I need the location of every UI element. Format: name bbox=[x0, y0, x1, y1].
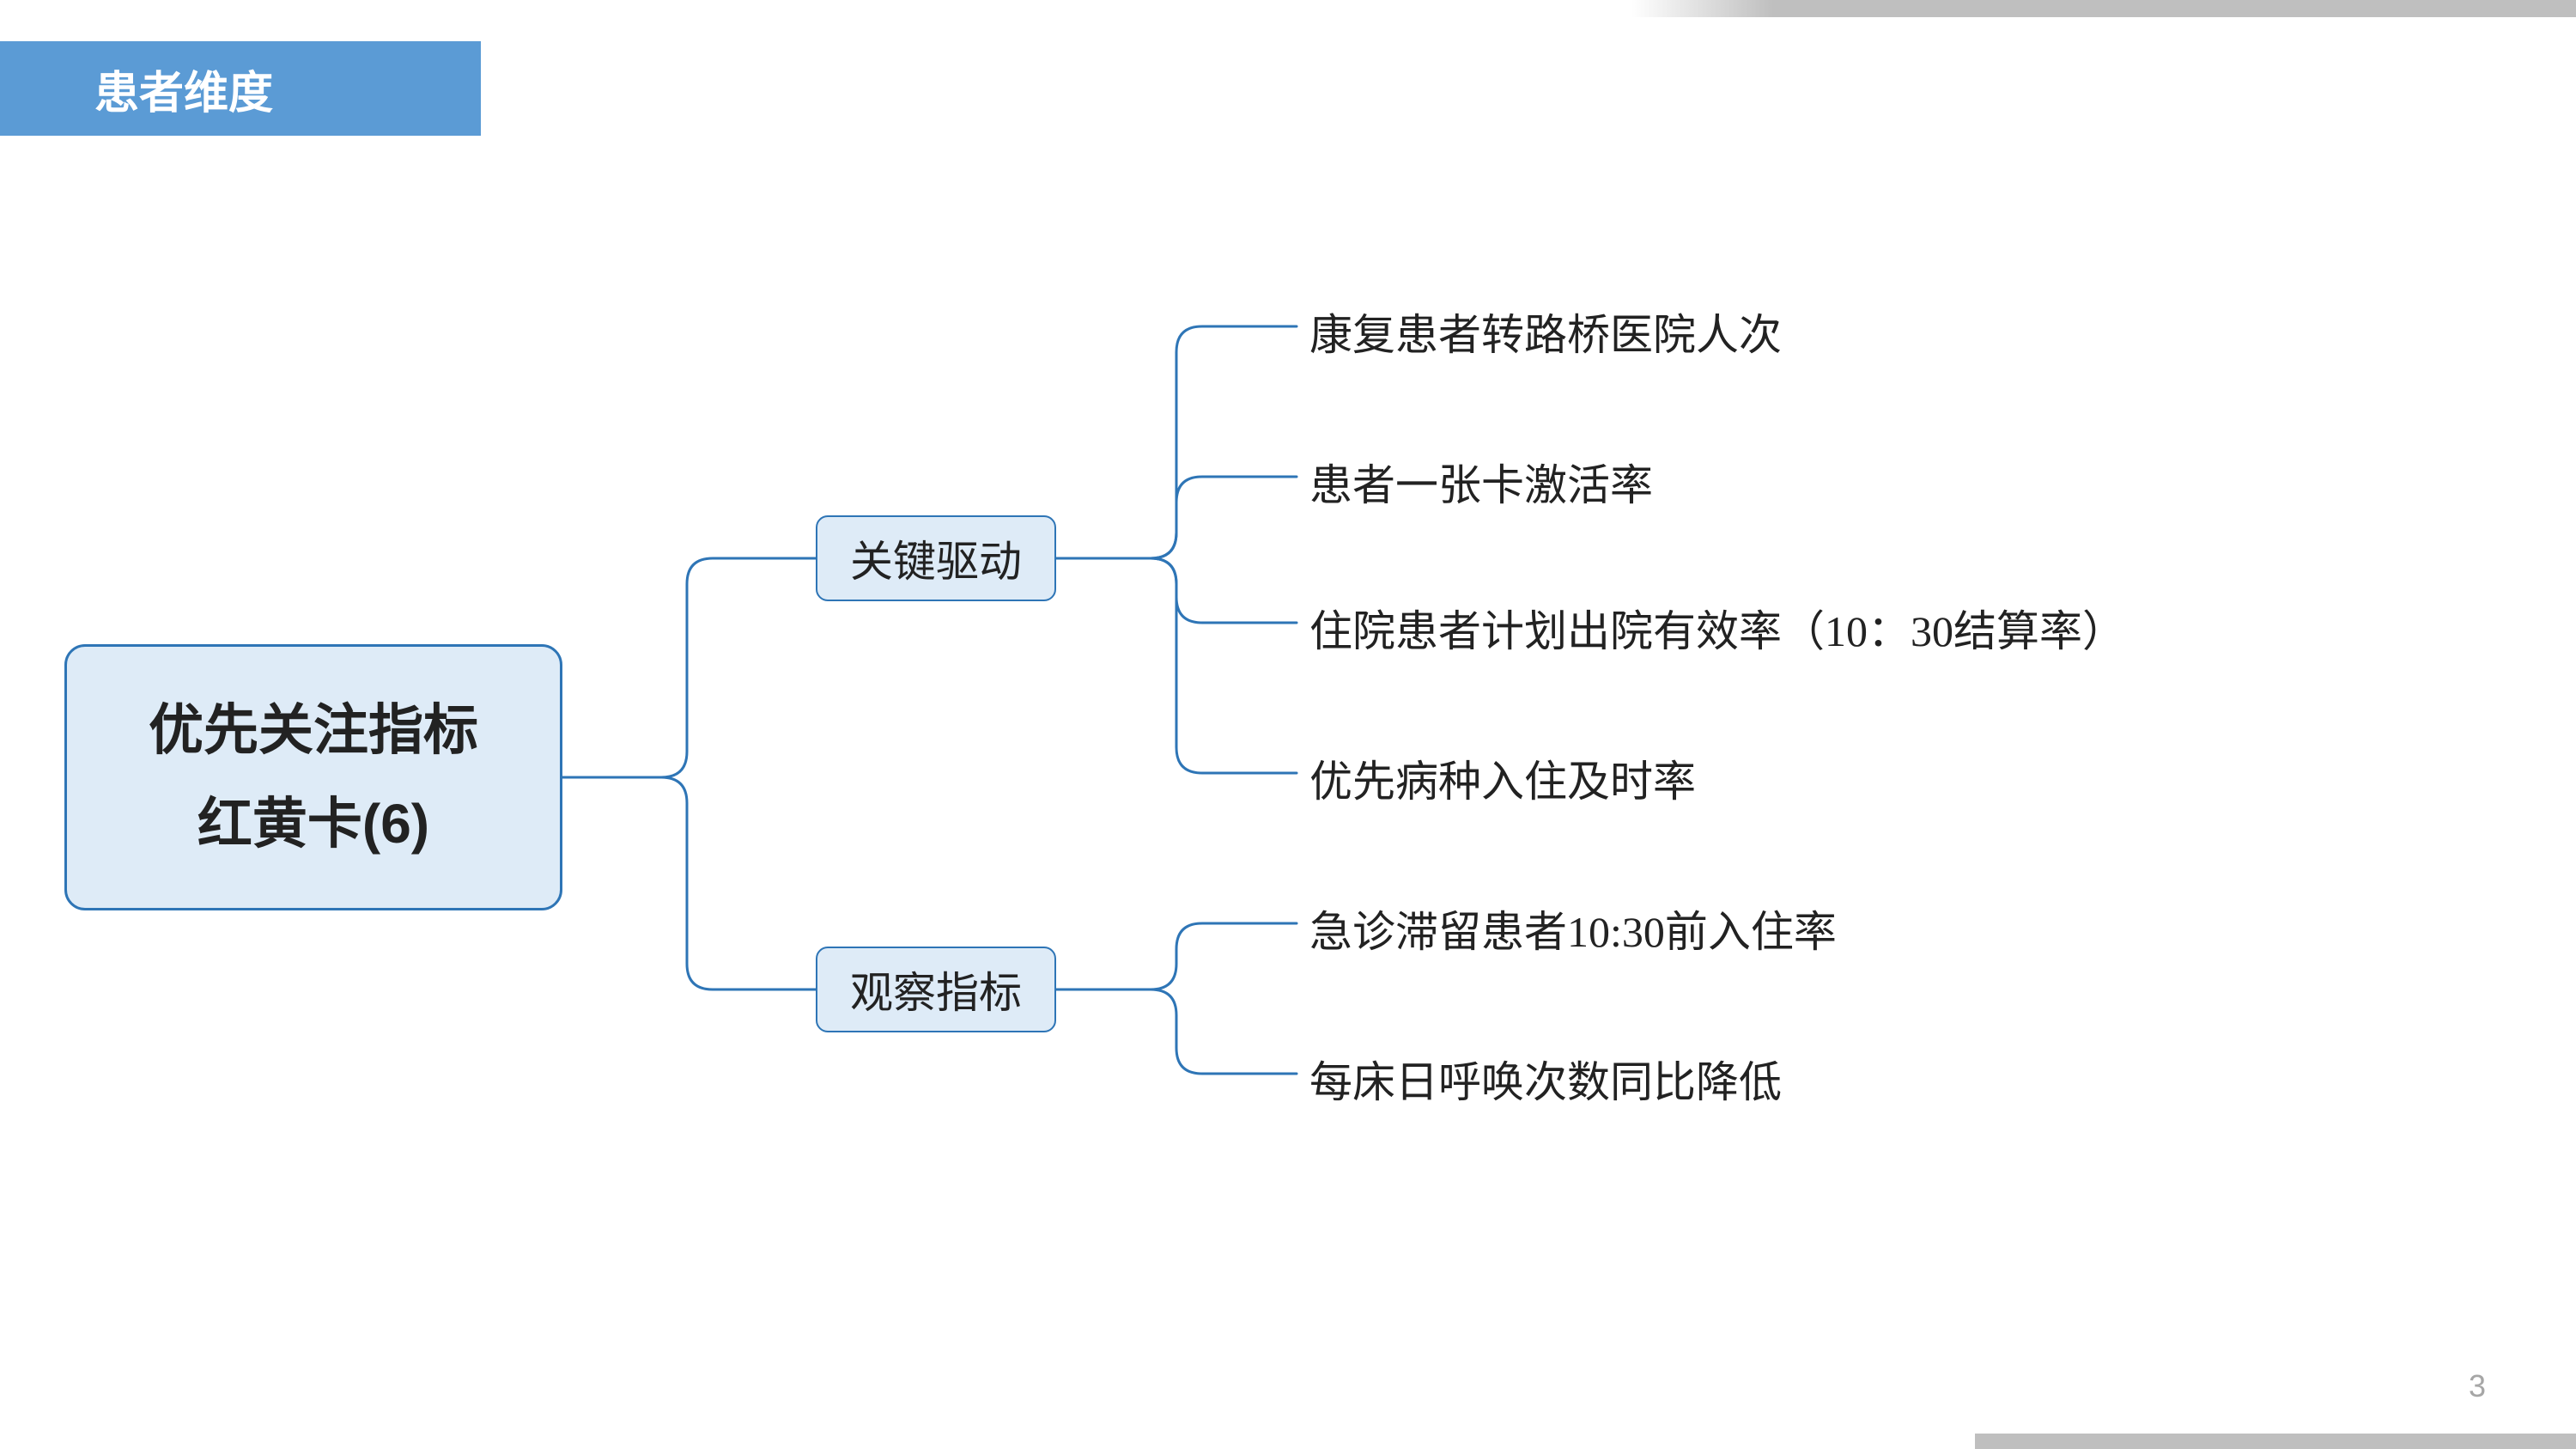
connector-lines bbox=[0, 0, 2576, 1449]
bottom-decoration-bar bbox=[1975, 1434, 2576, 1449]
top-decoration-bar bbox=[1631, 0, 2576, 17]
page-number: 3 bbox=[2469, 1368, 2486, 1404]
